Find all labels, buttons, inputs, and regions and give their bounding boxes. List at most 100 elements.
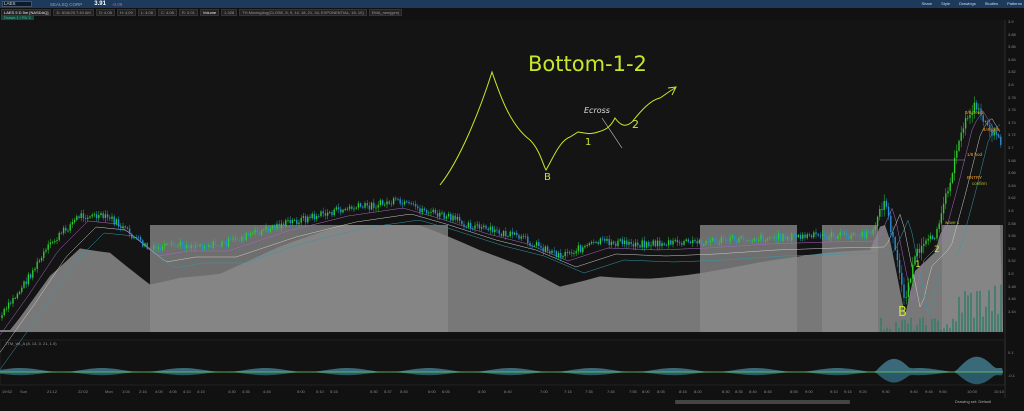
drawing-set[interactable]: Drawing set: Default <box>955 399 992 404</box>
volume-label: Volume <box>199 9 220 16</box>
candle-body <box>260 230 263 236</box>
time-tick: 7:45 <box>607 389 615 394</box>
candle-body <box>916 248 918 257</box>
candle-body <box>375 207 377 209</box>
candle-body <box>309 216 311 218</box>
candle-body <box>663 243 665 245</box>
candle-body <box>993 131 995 136</box>
candle-body <box>425 210 428 214</box>
candle-body <box>208 245 210 248</box>
order-label[interactable]: 3/8 trend <box>965 110 983 115</box>
candle-body <box>931 235 934 239</box>
candle-body <box>7 302 10 309</box>
candle-body <box>333 209 335 216</box>
candle-body <box>456 216 459 220</box>
time-tick: 5:37 <box>384 389 392 394</box>
candle-body <box>859 235 861 237</box>
study-moving-avg[interactable]: TH.MovingAvg(CLOSE, 8, 9, 14, 18, 21, 34… <box>239 9 367 16</box>
candle-body <box>142 240 144 247</box>
candle-body <box>982 115 984 122</box>
candle-body <box>705 240 707 245</box>
candle-body <box>322 211 324 214</box>
candle-body <box>978 108 980 110</box>
study-badge[interactable]: Draws 1 / RV 2 <box>1 15 34 20</box>
candle-body <box>527 236 529 243</box>
candle-body <box>744 240 747 242</box>
price-change: -0.09 <box>111 1 123 7</box>
order-label[interactable]: ENTRY <box>967 175 983 180</box>
studies-button[interactable]: Studies <box>984 1 999 6</box>
patterns-button[interactable]: Patterns <box>1007 1 1022 6</box>
candle-body <box>857 235 859 236</box>
candle-body <box>535 242 538 246</box>
candle-body <box>632 243 635 247</box>
candle-body <box>29 274 32 278</box>
candle-body <box>863 231 866 238</box>
candle-body <box>447 213 450 217</box>
candle-body <box>181 241 184 247</box>
candle-body <box>676 239 679 243</box>
candle-body <box>1000 136 1002 146</box>
candle-body <box>901 272 903 285</box>
candle-body <box>144 243 146 247</box>
chart-scrollbar[interactable] <box>675 400 850 404</box>
candle-body <box>560 252 562 258</box>
candle-body <box>166 243 168 245</box>
time-tick: 8:30 <box>722 389 730 394</box>
candle-body <box>102 213 104 219</box>
time-tick: 6:05 <box>442 389 450 394</box>
share-button[interactable]: Share <box>921 1 933 6</box>
volume-bar <box>994 285 996 332</box>
candle-body <box>568 252 571 254</box>
volume-bar <box>946 324 948 332</box>
candle-body <box>392 198 395 204</box>
candle-body <box>124 226 126 228</box>
symbol-input[interactable]: LAES <box>2 1 32 7</box>
candle-body <box>747 240 749 242</box>
candle-body <box>463 224 465 227</box>
candle-body <box>131 233 133 239</box>
order-label[interactable]: 1/8 hod <box>967 152 983 157</box>
candle-body <box>852 233 855 235</box>
candle-body <box>263 229 265 231</box>
candle-body <box>881 208 883 210</box>
candle-body <box>390 203 393 205</box>
chart-header: LAES 5 D 5m [NASDAQ] D: 8/18/25 7:40 AM … <box>1 9 403 16</box>
candle-body <box>84 218 87 220</box>
candle-body <box>199 244 201 247</box>
order-label[interactable]: wave 1 <box>945 220 960 225</box>
drawings-button[interactable]: Drawings <box>959 1 976 6</box>
candle-body <box>183 246 186 249</box>
candle-body <box>58 232 60 241</box>
candle-body <box>139 237 142 241</box>
candle-body <box>232 238 234 240</box>
price-tick: 3.46 <box>1008 296 1016 302</box>
price-tick: 3.84 <box>1008 56 1016 62</box>
order-label[interactable]: confirm <box>972 181 987 186</box>
candle-body <box>828 237 830 240</box>
candle-body <box>621 239 624 244</box>
candle-body <box>353 208 355 210</box>
time-tick: 9:10 <box>830 389 838 394</box>
candle-body <box>155 245 157 249</box>
study-ema[interactable]: EMA_new(gen) <box>368 9 403 16</box>
time-tick: 9:40 <box>910 389 918 394</box>
candle-body <box>298 222 300 225</box>
volume-bar <box>961 312 963 332</box>
bar-close: C: 4.08 <box>157 9 177 16</box>
price-tick: 3.86 <box>1008 44 1016 50</box>
candle-body <box>153 245 155 250</box>
candle-body <box>76 216 78 221</box>
candle-body <box>661 243 663 247</box>
candle-body <box>329 212 331 213</box>
candle-body <box>960 132 962 141</box>
candle-body <box>205 246 208 248</box>
candle-body <box>786 236 789 240</box>
candle-body <box>626 240 628 245</box>
order-label[interactable]: 4/4 parb <box>983 127 1000 132</box>
candle-body <box>740 236 742 238</box>
candle-body <box>980 108 982 116</box>
style-button[interactable]: Style <box>941 1 951 6</box>
candle-body <box>428 212 430 214</box>
